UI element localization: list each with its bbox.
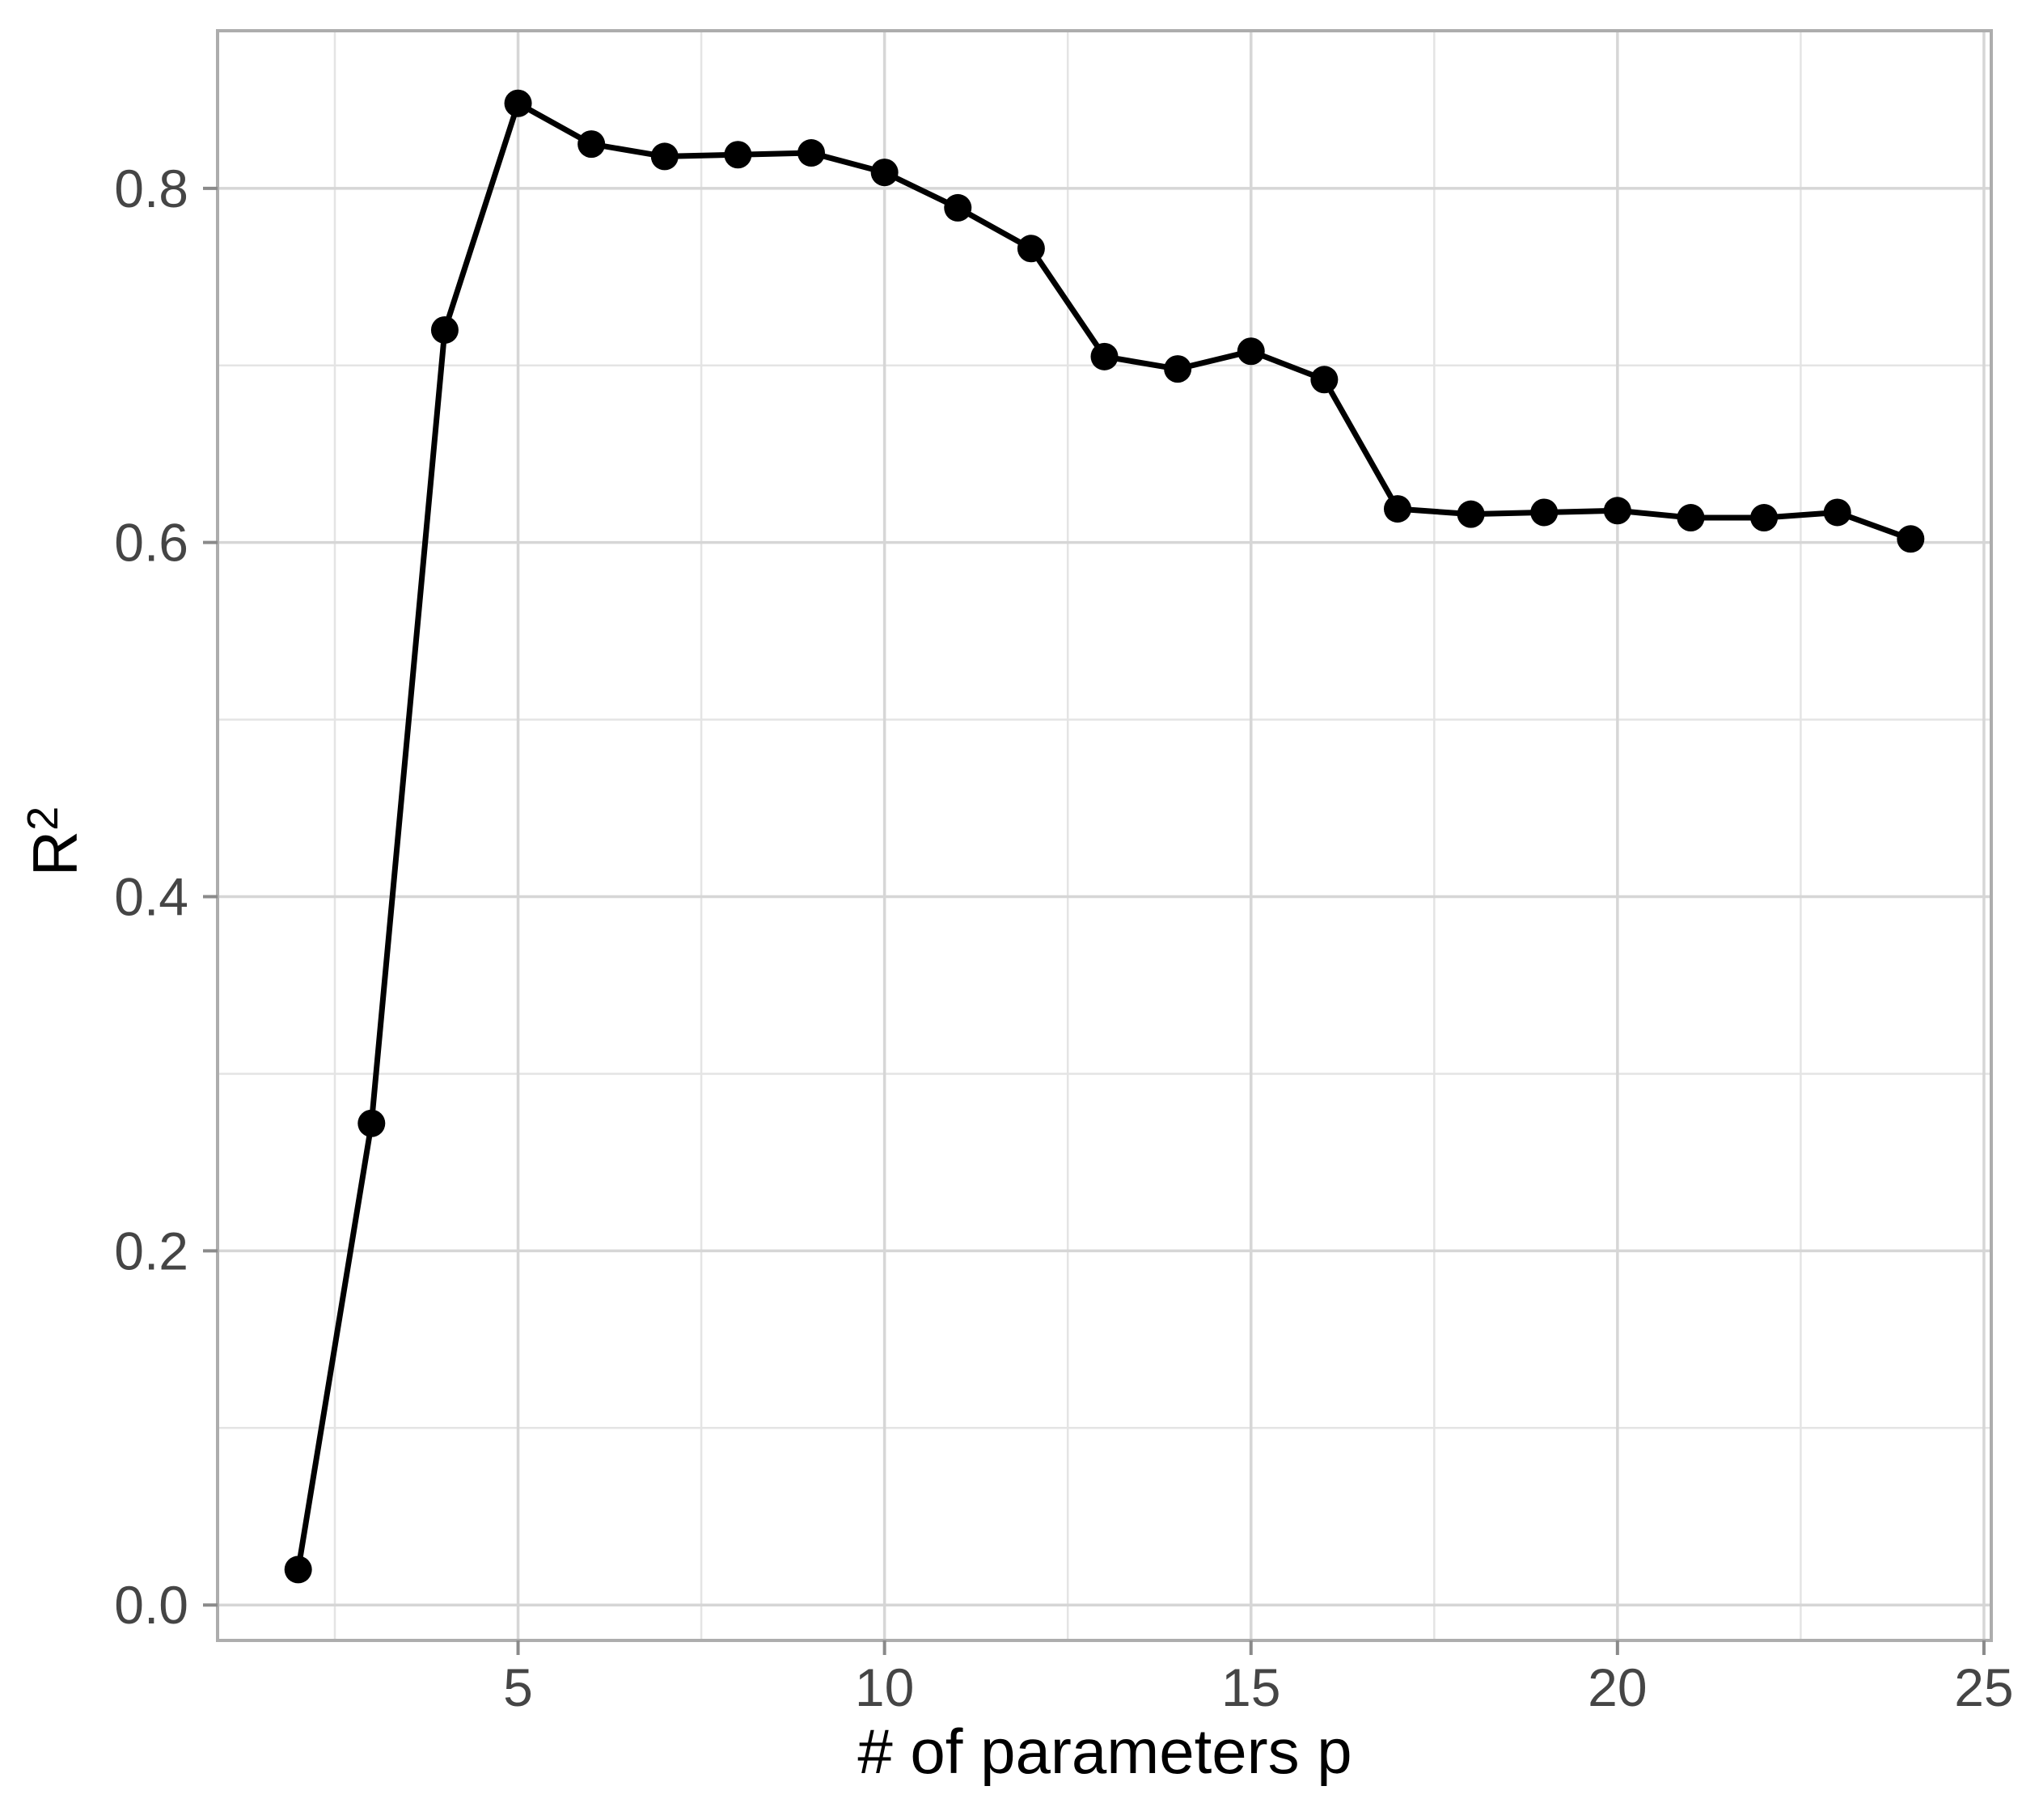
panel-border [216,29,1993,1642]
data-point [504,89,532,117]
data-point [1237,337,1265,366]
data-point [1750,504,1779,532]
x-tick-label: 20 [1588,1657,1647,1717]
y-tick-label: 0.0 [114,1575,188,1635]
y-tick-label: 0.6 [114,513,188,573]
x-axis-title: # of parameters p [857,1716,1352,1787]
chart-layers: 5 10 15 20 25 0.0 0.2 0.4 0.6 0.8 [114,29,2014,1717]
data-point [1603,497,1631,525]
data-point [1310,366,1339,394]
x-tick-label: 25 [1954,1657,2013,1717]
data-point [357,1109,386,1137]
data-point [650,142,679,171]
data-point [1164,355,1192,383]
data-point [1017,235,1045,263]
data-point [1090,342,1119,370]
data-point [870,159,899,187]
plot-panel [218,31,1991,1640]
x-tick-label: 15 [1221,1657,1280,1717]
data-point [1677,504,1705,532]
y-tick-label: 0.4 [114,867,188,927]
x-tick-label: 5 [503,1657,533,1717]
y-axis-title: R2 [19,806,91,876]
y-tick-label: 0.2 [114,1221,188,1280]
data-point [724,141,752,169]
data-point [430,315,459,344]
data-point [1897,525,1925,553]
y-tick-label: 0.8 [114,159,188,218]
data-point [1383,495,1411,523]
x-tick-label: 10 [855,1657,914,1717]
data-point [944,193,972,222]
data-point [1457,500,1485,528]
data-point [1530,498,1559,527]
data-point [1823,498,1851,527]
data-point [797,139,826,167]
data-point [577,130,606,159]
data-point [284,1555,312,1584]
